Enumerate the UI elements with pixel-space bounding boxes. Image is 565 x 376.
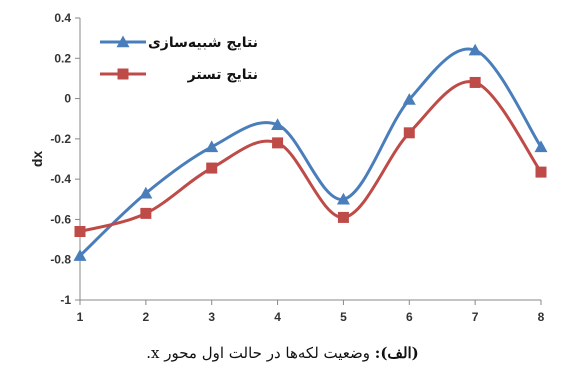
data-point-series-2 <box>403 127 415 139</box>
data-point-series-1 <box>336 192 350 205</box>
legend-marker <box>116 35 130 48</box>
y-tick-label: 0.4 <box>54 11 71 25</box>
legend-label: نتایج تستر <box>187 67 258 83</box>
y-tick-label: -0.8 <box>50 253 71 267</box>
x-tick-label: 3 <box>208 310 215 324</box>
y-axis-label: dx <box>29 151 45 168</box>
data-point-series-2 <box>206 162 218 174</box>
legend-label: نتایج شبیه‌سازی <box>148 35 258 51</box>
figure-caption: (الف): وضعیت لکه‌ها در حالت اول محور x. <box>0 344 565 362</box>
data-point-series-1 <box>271 118 285 130</box>
y-tick-label: -0.6 <box>50 212 71 226</box>
x-tick-label: 4 <box>274 310 281 324</box>
data-point-series-1 <box>139 186 153 199</box>
data-point-series-2 <box>140 207 152 219</box>
x-tick-label: 2 <box>143 310 150 324</box>
series-markers <box>73 43 548 261</box>
data-point-series-2 <box>535 166 547 178</box>
data-point-series-1 <box>468 43 482 56</box>
y-tick-label: -0.2 <box>50 132 71 146</box>
y-tick-labels: 0.4 0.2 0 -0.2 -0.4 -0.6 -0.8 -1 <box>50 11 71 307</box>
y-tick-label: -1 <box>60 293 71 307</box>
legend-marker <box>117 68 129 80</box>
caption-text: وضعیت لکه‌ها در حالت اول محور x. <box>146 344 375 362</box>
x-tick-label: 6 <box>406 310 413 324</box>
x-tick-label: 5 <box>340 310 347 324</box>
y-tick-label: 0 <box>64 92 71 106</box>
line-chart: 0.4 0.2 0 -0.2 -0.4 -0.6 -0.8 -1 1 2 3 4 5 6 7 8 نتایج… <box>29 11 548 324</box>
data-point-series-2 <box>74 226 86 238</box>
y-tick-label: 0.2 <box>54 51 71 65</box>
data-point-series-1 <box>534 140 548 153</box>
x-tick-labels: 1 2 3 4 5 6 7 8 <box>77 310 545 324</box>
data-point-series-1 <box>73 249 87 261</box>
caption-label: (الف): <box>374 344 419 362</box>
data-point-series-2 <box>337 211 349 223</box>
data-point-series-2 <box>272 137 284 149</box>
y-tick-label: -0.4 <box>50 172 71 186</box>
x-tick-label: 1 <box>77 310 84 324</box>
x-tick-label: 8 <box>538 310 545 324</box>
x-tick-label: 7 <box>472 310 479 324</box>
legend: نتایج شبیه‌سازی نتایج تستر <box>100 35 258 83</box>
data-point-series-1 <box>205 140 219 153</box>
data-point-series-2 <box>469 76 481 88</box>
data-point-series-1 <box>402 93 416 105</box>
